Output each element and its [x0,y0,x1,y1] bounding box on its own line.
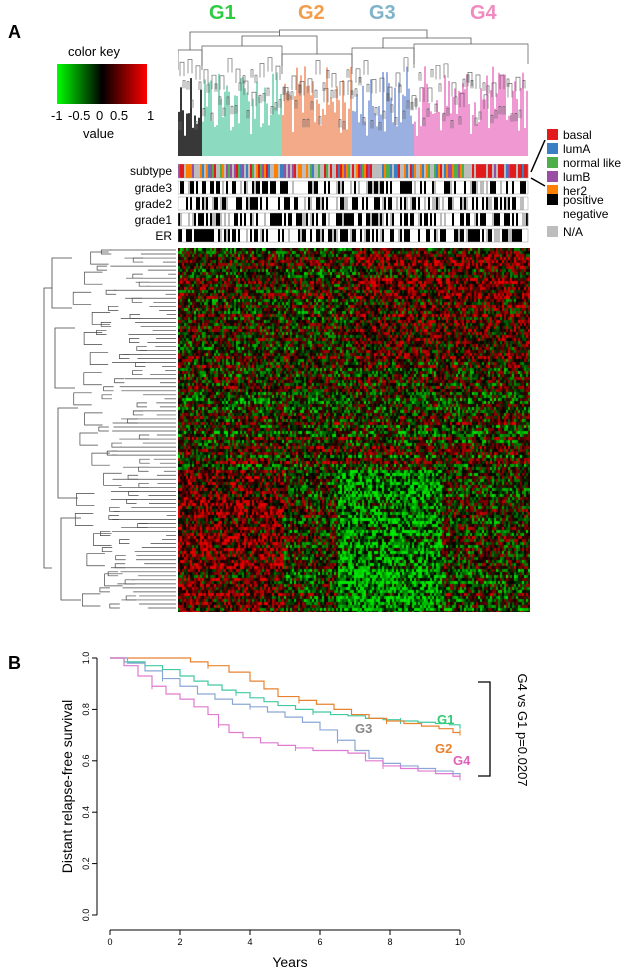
expression-heatmap [178,248,530,612]
panel-b-label: B [8,653,21,673]
group-label-g1: G1 [209,2,236,24]
legend-item: normal like [547,156,629,170]
legend-label: lumA [563,142,591,156]
legend-swatch [547,226,558,237]
legend-item: lumA [547,142,629,156]
annotation-tracks [178,164,529,243]
y-tick-label: 0.6 [81,755,91,768]
y-tick-label: 0.4 [81,806,91,819]
legend-swatch [547,129,558,140]
y-tick-label: 0.0 [81,909,91,922]
panel-a-label: A [8,22,21,42]
x-tick-label: 10 [455,937,465,947]
survival-chart: 0.0 0.2 0.4 0.6 0.8 1.0 0 2 4 6 8 10 Years Distant re… [59,652,530,970]
series-label-g2: G2 [435,741,452,756]
legend-label: normal like [563,156,622,170]
track-label-grade2: grade2 [134,197,172,211]
legend-swatch [547,157,558,168]
series-line-g1 [110,657,461,729]
legend-label: positive [563,193,604,207]
series-label-g1: G1 [437,712,454,727]
legend-item: lumB [547,170,629,184]
color-key-ticks: -1 -0.5 0 0.5 1 [51,108,161,124]
y-tick-label: 0.8 [81,703,91,716]
legend-swatch [547,194,558,205]
track-label-subtype: subtype [129,164,172,178]
track-label-grade1: grade1 [134,213,172,227]
color-key-gradient [57,64,147,104]
significance-bracket [478,681,491,777]
color-key-tick: 0.5 [110,108,129,123]
legend-item: her2 [547,184,629,198]
group-label-g3: G3 [369,2,396,24]
x-tick-label: 0 [107,937,112,947]
color-key-value-label: value [83,126,115,141]
subtype-legend: basal lumA normal like lumB her2 [547,128,629,198]
series-line-g4 [110,657,461,778]
y-tick-label: 0.2 [81,857,91,870]
column-dendrogram [178,29,529,156]
legend-swatch [547,171,558,182]
group-label-g2: G2 [298,2,325,24]
p-value-annotation: G4 vs G1 p=0.0207 [515,673,530,786]
legend-label: basal [563,128,592,142]
series-line-g2 [110,657,460,734]
series-label-g4: G4 [453,753,471,768]
legend-item: positive [547,193,629,207]
legend-swatch [547,143,558,154]
legend-label: lumB [563,170,591,184]
group-label-g4: G4 [470,2,497,24]
color-key-tick: 1 [147,108,155,123]
legend-swatch [547,185,558,196]
y-axis-label: Distant relapse-free survival [59,700,75,874]
x-tick-label: 6 [317,937,322,947]
color-key-tick: -1 [51,108,63,123]
legend-label: negative [563,207,609,221]
legend-swatch [547,208,558,219]
x-tick-label: 4 [247,937,252,947]
color-key-tick: 0 [96,108,104,123]
binary-legend: positive negative N/A [547,193,629,239]
track-label-grade3: grade3 [134,181,172,195]
y-tick-label: 1.0 [81,652,91,665]
color-key-title: color key [68,44,121,59]
series-label-g3: G3 [355,721,372,736]
track-label-er: ER [155,229,172,243]
legend-label: N/A [563,225,584,239]
legend-item: N/A [547,225,629,239]
legend-item: basal [547,128,629,142]
x-tick-label: 8 [387,937,392,947]
legend-item: negative [547,207,629,223]
row-dendrogram [43,249,176,609]
legend-bracket [530,140,546,187]
x-tick-label: 2 [177,937,182,947]
legend-label: her2 [563,184,588,198]
x-axis-label: Years [272,954,307,970]
color-key-tick: -0.5 [68,108,91,123]
